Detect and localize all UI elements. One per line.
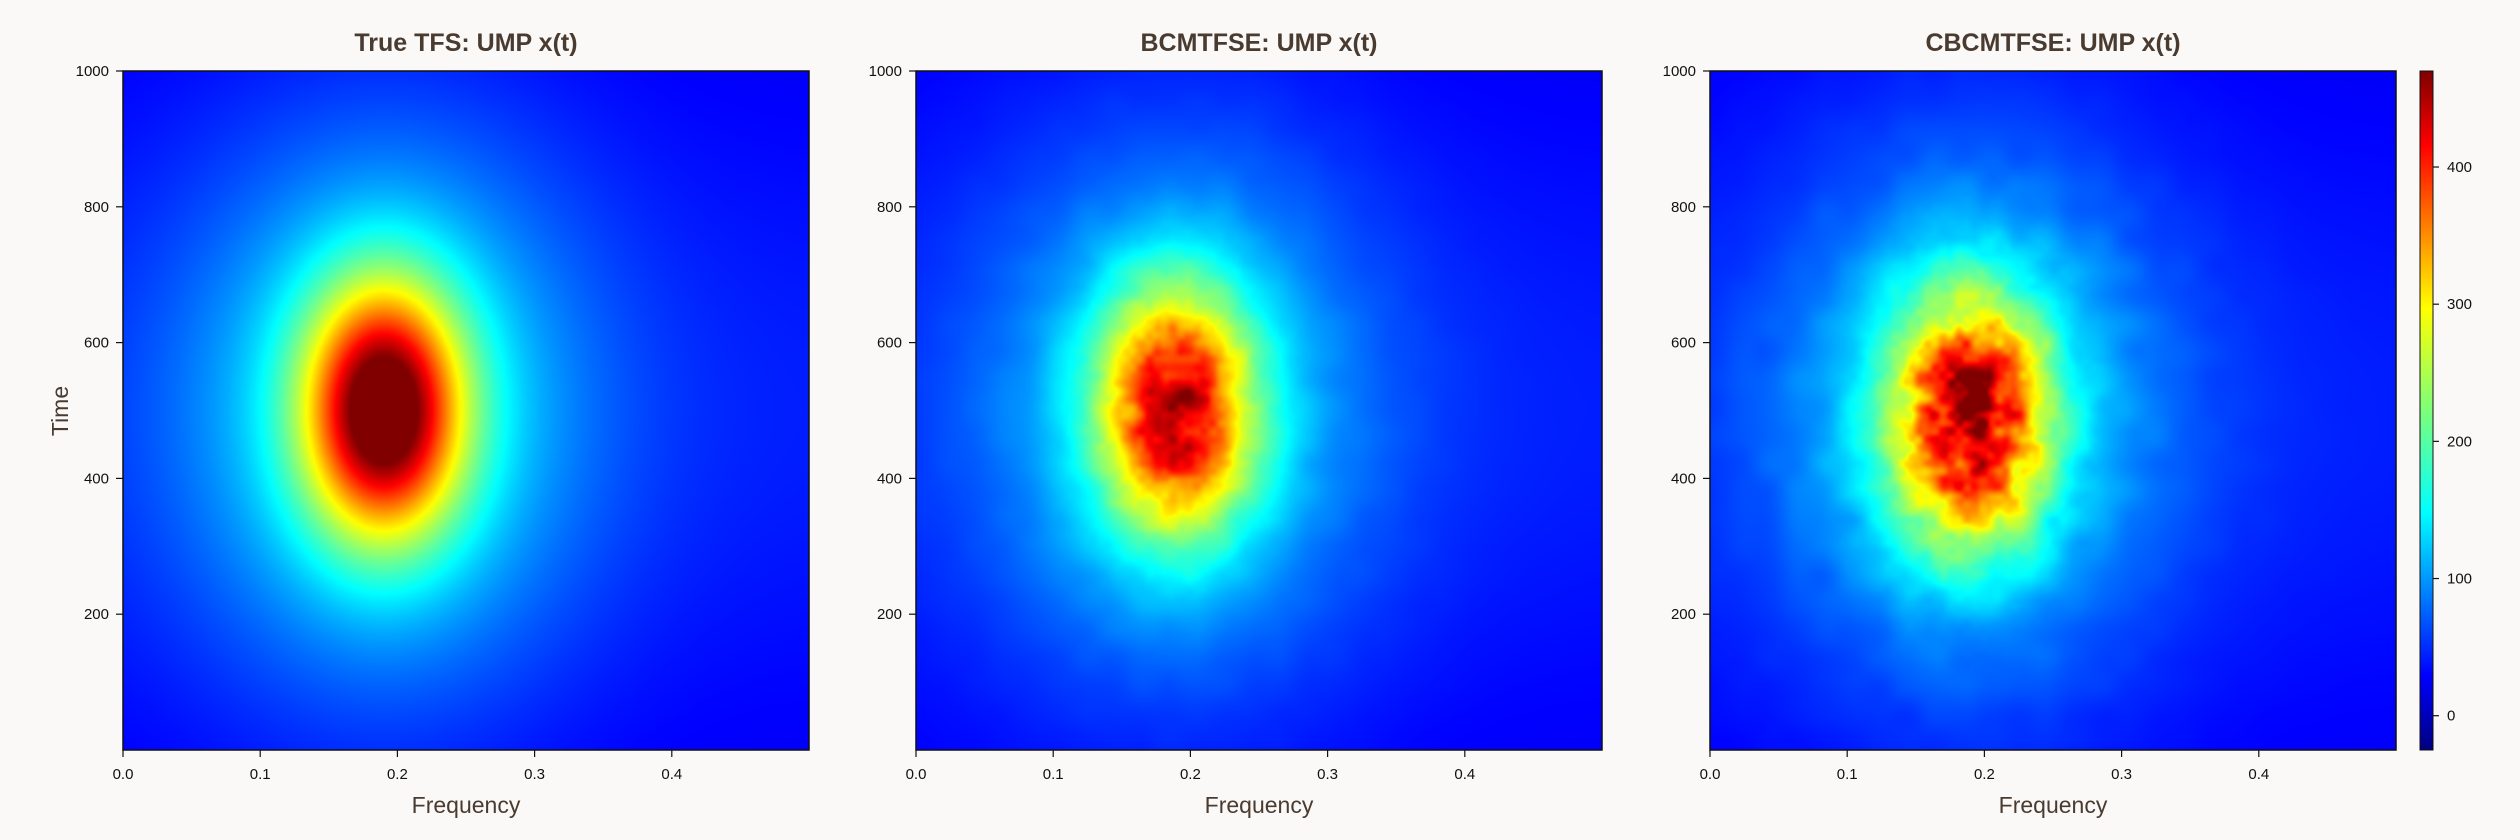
y-tick-label: 200: [84, 606, 109, 623]
colorbar-tick-label: 200: [2447, 433, 2472, 450]
panel-1-title: True TFS: UMP x(t): [354, 29, 577, 57]
colorbar-ticks: 0 100 200 300 400: [2433, 159, 2472, 725]
x-tick-label: 0.0: [906, 766, 927, 783]
x-tick-label: 0.1: [1837, 766, 1858, 783]
x-tick-label: 0.3: [524, 766, 545, 783]
colorbar-tick-label: 0: [2447, 708, 2455, 725]
panel-1-x-axis: 0.0 0.1 0.2 0.3 0.4: [113, 750, 682, 783]
colorbar-tick-label: 100: [2447, 571, 2472, 588]
panel-1-heatmap: [123, 71, 809, 750]
x-tick-label: 0.0: [113, 766, 134, 783]
colorbar-tick-label: 300: [2447, 296, 2472, 313]
panel-3-xlabel: Frequency: [1999, 792, 2108, 818]
y-tick-label: 400: [1671, 470, 1696, 487]
panel-2-y-axis: 200 400 600 800 1000: [869, 63, 916, 623]
panel-1-frame: [122, 70, 810, 751]
colorbar-frame: [2419, 70, 2434, 751]
y-tick-label: 1000: [76, 63, 109, 80]
y-tick-label: 200: [1671, 606, 1696, 623]
panel-1: True TFS: UMP x(t) 0.0 0.1 0.2 0.3 0.4 200 40…: [47, 29, 810, 818]
colorbar-tick-label: 400: [2447, 159, 2472, 176]
y-tick-label: 800: [84, 199, 109, 216]
y-tick-label: 400: [877, 470, 902, 487]
colorbar-gradient: [2420, 71, 2433, 750]
panel-3-frame: [1709, 70, 2397, 751]
x-tick-label: 0.3: [2111, 766, 2132, 783]
panel-2-title: BCMTFSE: UMP x(t): [1140, 29, 1377, 57]
panel-3-y-axis: 200 400 600 800 1000: [1663, 63, 1710, 623]
panel-2: BCMTFSE: UMP x(t) 0.0 0.1 0.2 0.3 0.4 200 400…: [869, 29, 1603, 818]
x-tick-label: 0.2: [387, 766, 408, 783]
panel-3: CBCMTFSE: UMP x(t) 0.0 0.1 0.2 0.3 0.4 200 40…: [1663, 29, 2397, 818]
panel-3-title: CBCMTFSE: UMP x(t): [1925, 29, 2180, 57]
panel-3-heatmap: [1710, 71, 2396, 750]
y-tick-label: 200: [877, 606, 902, 623]
y-tick-label: 600: [84, 335, 109, 352]
panel-1-y-axis: 200 400 600 800 1000: [76, 63, 123, 623]
panel-2-xlabel: Frequency: [1205, 792, 1314, 818]
x-tick-label: 0.2: [1180, 766, 1201, 783]
panel-2-x-axis: 0.0 0.1 0.2 0.3 0.4: [906, 750, 1475, 783]
x-tick-label: 0.4: [1454, 766, 1475, 783]
y-tick-label: 800: [877, 199, 902, 216]
y-tick-label: 1000: [869, 63, 902, 80]
x-tick-label: 0.4: [661, 766, 682, 783]
x-tick-label: 0.0: [1700, 766, 1721, 783]
colorbar: 0 100 200 300 400: [2419, 70, 2472, 751]
y-tick-label: 600: [877, 335, 902, 352]
x-tick-label: 0.1: [250, 766, 271, 783]
panel-1-ylabel: Time: [47, 386, 73, 436]
panel-1-xlabel: Frequency: [412, 792, 521, 818]
x-tick-label: 0.3: [1317, 766, 1338, 783]
x-tick-label: 0.1: [1043, 766, 1064, 783]
x-tick-label: 0.4: [2248, 766, 2269, 783]
y-tick-label: 800: [1671, 199, 1696, 216]
panel-3-x-axis: 0.0 0.1 0.2 0.3 0.4: [1700, 750, 2269, 783]
y-tick-label: 600: [1671, 335, 1696, 352]
panel-2-frame: [915, 70, 1603, 751]
panel-2-heatmap: [916, 71, 1602, 750]
y-tick-label: 1000: [1663, 63, 1696, 80]
x-tick-label: 0.2: [1974, 766, 1995, 783]
y-tick-label: 400: [84, 470, 109, 487]
